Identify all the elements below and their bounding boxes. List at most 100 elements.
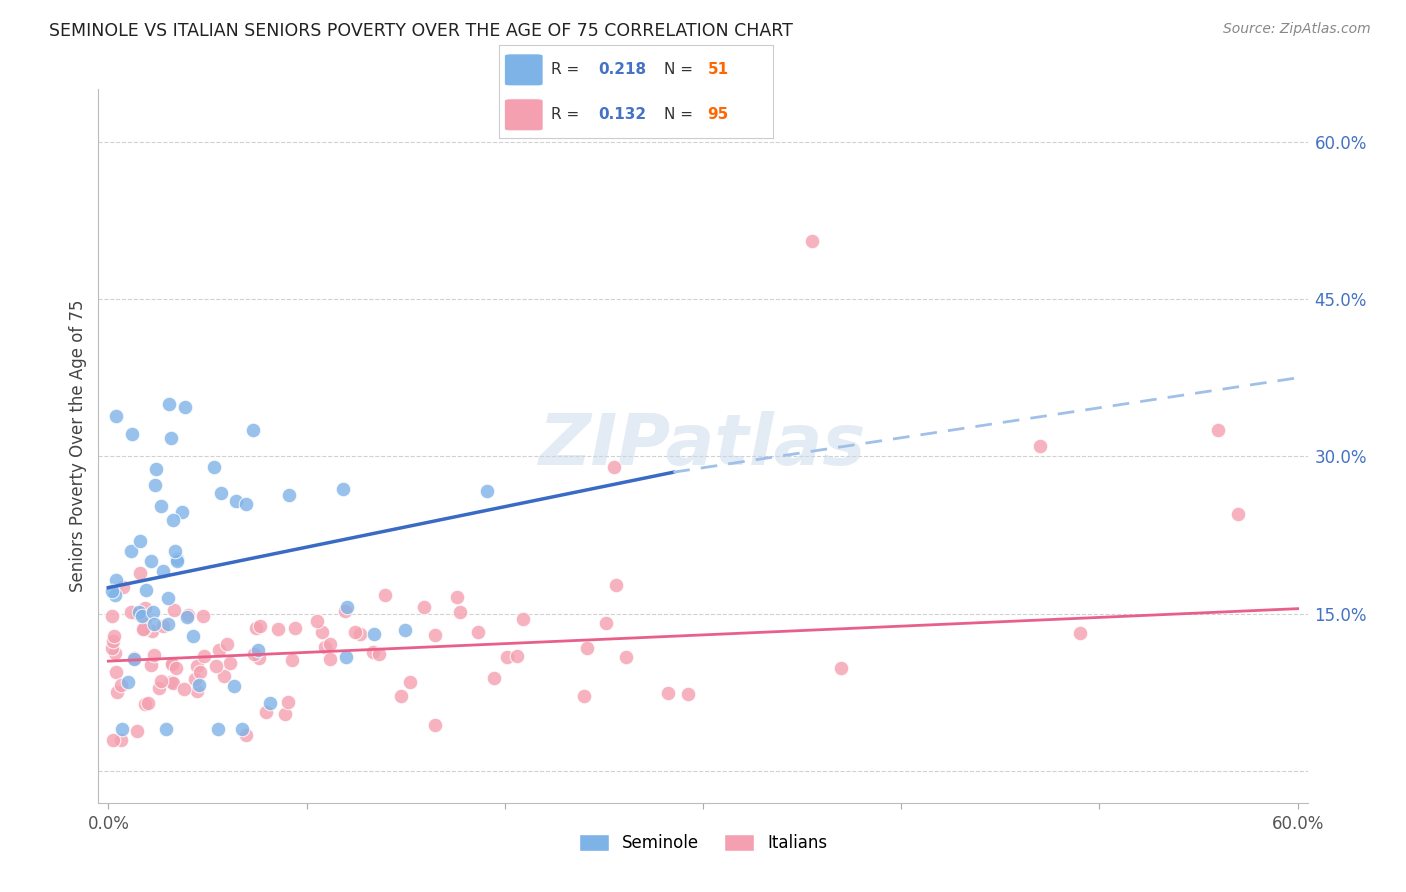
- Point: [104, 588, 127, 602]
- Point: [163, 603, 186, 617]
- Point: [165, 544, 187, 558]
- Point: [344, 624, 367, 639]
- Point: [247, 651, 270, 665]
- Point: [280, 653, 302, 667]
- Point: [449, 605, 471, 619]
- Text: SEMINOLE VS ITALIAN SENIORS POVERTY OVER THE AGE OF 75 CORRELATION CHART: SEMINOLE VS ITALIAN SENIORS POVERTY OVER…: [49, 22, 793, 40]
- Point: [245, 621, 267, 635]
- Point: [104, 573, 127, 587]
- Point: [103, 629, 125, 643]
- Point: [166, 551, 188, 566]
- Point: [333, 604, 356, 618]
- Point: [117, 675, 139, 690]
- Legend: Seminole, Italians: Seminole, Italians: [572, 827, 834, 859]
- Point: [225, 493, 247, 508]
- Point: [110, 732, 132, 747]
- Point: [256, 705, 278, 719]
- Point: [181, 629, 204, 643]
- Point: [305, 614, 328, 628]
- Point: [595, 615, 617, 630]
- Point: [506, 648, 529, 663]
- Point: [277, 487, 299, 501]
- Point: [219, 656, 242, 670]
- Point: [145, 461, 167, 475]
- Point: [143, 616, 166, 631]
- Point: [143, 648, 166, 662]
- Point: [125, 723, 148, 738]
- Point: [157, 617, 180, 632]
- Point: [101, 634, 124, 648]
- Point: [162, 513, 184, 527]
- Point: [110, 678, 132, 692]
- Point: [131, 609, 153, 624]
- Point: [217, 637, 239, 651]
- Point: [134, 601, 156, 615]
- Point: [614, 649, 637, 664]
- Point: [332, 483, 354, 497]
- Point: [311, 624, 333, 639]
- Point: [152, 564, 174, 578]
- Point: [314, 640, 336, 654]
- Point: [128, 605, 150, 619]
- Point: [165, 661, 187, 675]
- Text: Source: ZipAtlas.com: Source: ZipAtlas.com: [1223, 22, 1371, 37]
- Point: [107, 685, 129, 699]
- Point: [368, 647, 391, 661]
- Point: [259, 696, 281, 710]
- Point: [160, 657, 183, 671]
- Point: [576, 641, 599, 656]
- Point: [176, 610, 198, 624]
- Point: [177, 607, 200, 622]
- Point: [121, 426, 143, 441]
- Point: [1208, 423, 1230, 437]
- Point: [101, 641, 124, 656]
- Point: [160, 675, 183, 690]
- Point: [318, 637, 340, 651]
- Point: [361, 644, 384, 658]
- Point: [142, 605, 165, 619]
- Point: [141, 624, 163, 639]
- Text: ZIPatlas: ZIPatlas: [540, 411, 866, 481]
- Point: [394, 623, 416, 637]
- FancyBboxPatch shape: [505, 99, 543, 131]
- Text: 95: 95: [707, 107, 728, 122]
- Point: [243, 647, 266, 661]
- Point: [603, 460, 626, 475]
- Point: [425, 628, 447, 642]
- Point: [184, 672, 207, 686]
- Text: 0.132: 0.132: [598, 107, 645, 122]
- Point: [120, 605, 142, 619]
- Point: [101, 583, 124, 598]
- Point: [134, 612, 156, 626]
- Text: N =: N =: [664, 62, 697, 78]
- Point: [188, 678, 211, 692]
- Point: [467, 625, 489, 640]
- Point: [207, 723, 229, 737]
- Point: [186, 659, 208, 673]
- Point: [235, 728, 257, 742]
- Point: [135, 583, 157, 598]
- Point: [162, 657, 184, 671]
- Point: [174, 401, 197, 415]
- Point: [572, 689, 595, 703]
- Point: [1227, 507, 1250, 521]
- Point: [111, 723, 134, 737]
- Point: [157, 397, 180, 411]
- FancyBboxPatch shape: [505, 54, 543, 86]
- Point: [104, 646, 127, 660]
- Point: [274, 706, 297, 721]
- Point: [224, 679, 246, 693]
- Point: [1069, 626, 1091, 640]
- Point: [204, 659, 226, 673]
- Point: [318, 652, 340, 666]
- Point: [335, 600, 357, 615]
- Point: [349, 627, 371, 641]
- Point: [389, 689, 412, 703]
- Point: [801, 235, 824, 249]
- Point: [162, 676, 184, 690]
- Point: [235, 497, 257, 511]
- Y-axis label: Seniors Poverty Over the Age of 75: Seniors Poverty Over the Age of 75: [69, 300, 87, 592]
- Point: [335, 650, 357, 665]
- Point: [124, 652, 146, 666]
- Point: [136, 696, 159, 710]
